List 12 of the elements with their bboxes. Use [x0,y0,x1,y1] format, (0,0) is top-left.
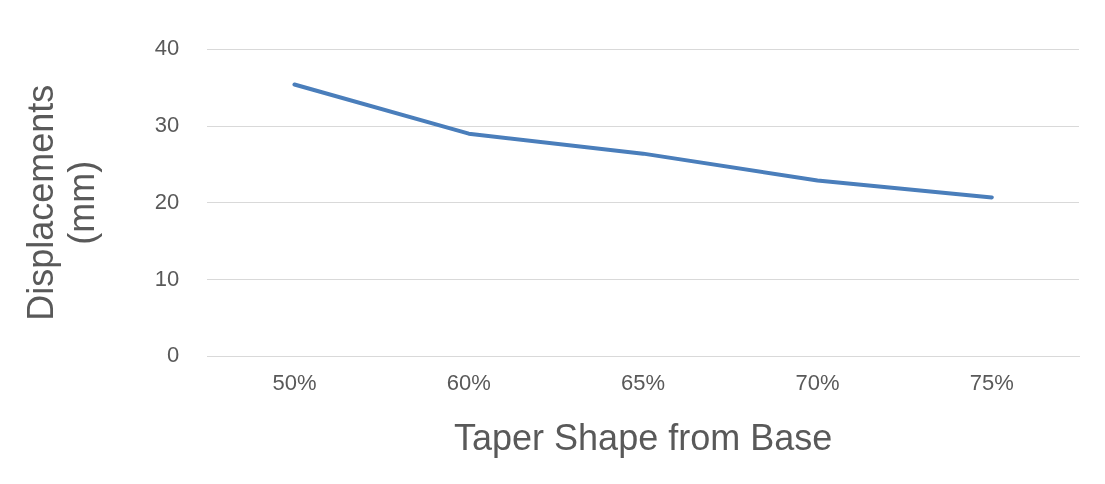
x-tick-label: 50% [272,369,317,395]
y-tick-label: 20 [154,188,180,214]
y-axis-title: Displacements (mm) [19,84,103,321]
x-tick-label: 75% [969,369,1014,395]
x-axis-title: Taper Shape from Base [454,417,833,459]
x-tick-label: 70% [795,369,840,395]
y-tick-label: 30 [154,112,180,138]
y-tick-label: 10 [154,265,180,291]
x-tick-label: 60% [446,369,491,395]
y-tick-label: 0 [167,342,180,368]
y-tick-label: 40 [154,35,180,61]
x-tick-label: 65% [621,369,666,395]
